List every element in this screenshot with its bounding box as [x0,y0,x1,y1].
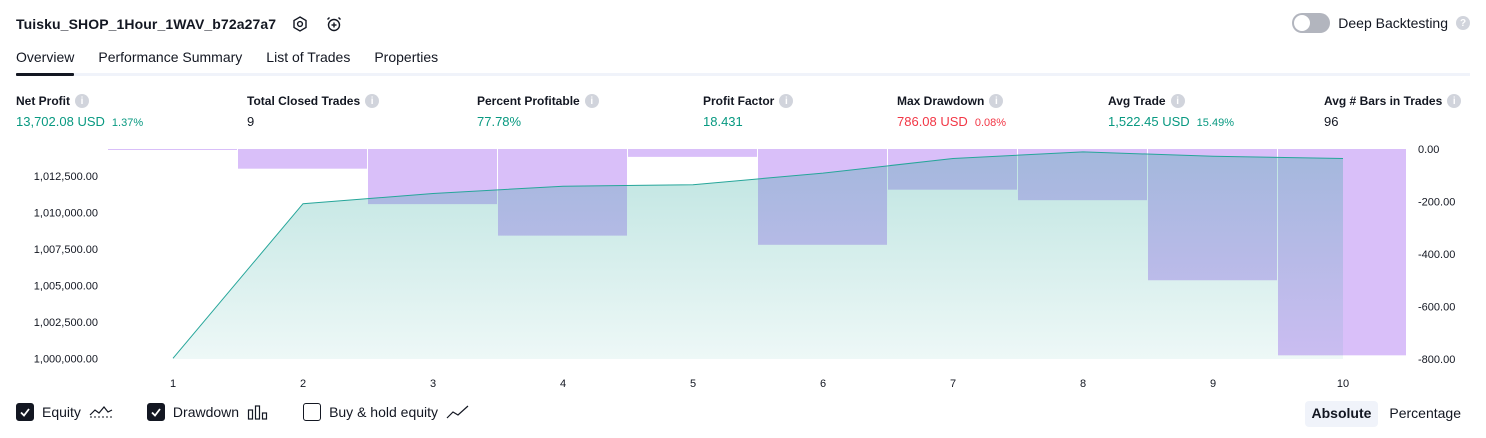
absolute-button[interactable]: Absolute [1304,401,1379,427]
info-icon[interactable]: i [989,94,1004,108]
metric-label: Percent Profitable [477,94,580,108]
metric-percent-profitable: Percent Profitable i 77.78% [477,93,599,129]
drawdown-bar [238,149,367,169]
x-axis-tick-label: 1 [170,378,176,390]
metric-value: 13,702.08 USD [16,114,105,129]
legend-label: Buy & hold equity [329,404,439,420]
info-icon[interactable]: i [365,94,380,108]
drawdown-bar [108,149,237,150]
metric-value: 786.08 USD [897,114,968,129]
info-icon[interactable]: i [1170,94,1185,108]
metric-total-closed-trades: Total Closed Trades i 9 [247,93,380,129]
metric-max-drawdown: Max Drawdown i 786.08 USD 0.08% [897,93,1006,129]
drawdown-checkbox[interactable] [146,403,165,421]
chart-legend: Equity Drawdown Buy & hold equity [16,403,504,421]
metric-percent: 15.49% [1196,117,1234,129]
right-axis-tick-label: -200.00 [1418,197,1455,209]
buy-hold-checkbox[interactable] [303,403,322,421]
deep-backtesting-label: Deep Backtesting [1338,15,1448,31]
x-axis: 1 2 3 4 5 6 7 8 9 10 [170,378,1349,390]
right-axis-tick-label: 0.00 [1418,144,1439,156]
left-axis-tick-label: 1,002,500.00 [34,317,98,329]
percentage-button[interactable]: Percentage [1389,405,1461,421]
x-axis-tick-label: 8 [1080,378,1086,390]
tab-performance-summary[interactable]: Performance Summary [98,49,243,65]
right-axis-tick-label: -800.00 [1418,354,1455,366]
metric-value: 18.431 [703,114,743,129]
info-icon[interactable]: i [584,94,599,108]
help-icon[interactable]: ? [1456,16,1470,30]
equity-checkbox[interactable] [16,403,34,421]
tab-list-of-trades[interactable]: List of Trades [266,49,351,65]
equity-area [173,151,1343,359]
strategy-title: Tuisku_SHOP_1Hour_1WAV_b72a27a7 [16,16,277,32]
metric-avg-trade: Avg Trade i 1,522.45 USD 15.49% [1108,93,1234,129]
x-axis-tick-label: 6 [820,378,826,390]
x-axis-tick-label: 7 [950,378,956,390]
x-axis-tick-label: 4 [560,378,566,390]
info-icon[interactable]: i [1447,94,1462,108]
right-axis-tick-label: -600.00 [1418,302,1455,314]
metric-avg-bars-in-trades: Avg # Bars in Trades i 96 [1324,93,1462,129]
equity-line-icon [89,403,113,421]
left-axis-tick-label: 1,007,500.00 [34,244,98,256]
metric-value: 9 [247,114,255,129]
left-axis-tick-label: 1,010,000.00 [34,207,98,219]
gear-icon[interactable] [290,14,310,34]
info-icon[interactable]: i [75,94,89,108]
metric-label: Profit Factor [703,94,775,108]
metric-label: Avg # Bars in Trades [1324,94,1443,108]
equity-line [172,151,1344,359]
strategy-header: Tuisku_SHOP_1Hour_1WAV_b72a27a7 [16,12,344,36]
deep-backtesting-toggle[interactable] [1292,13,1331,33]
alarm-clock-plus-icon[interactable] [324,14,344,34]
info-icon[interactable]: i [779,94,794,108]
metric-value: 77.78% [477,114,522,129]
metric-percent: 0.08% [974,117,1007,129]
metric-label: Max Drawdown [897,94,985,108]
metric-label: Net Profit [16,94,70,108]
deep-backtesting: Deep Backtesting ? [1292,13,1470,33]
left-axis-tick-label: 1,005,000.00 [34,280,98,292]
metric-profit-factor: Profit Factor i 18.431 [703,93,794,129]
right-axis-tick-label: -400.00 [1418,249,1455,261]
drawdown-bar [628,149,757,157]
tab-properties[interactable]: Properties [374,49,439,65]
tab-overview[interactable]: Overview [16,44,75,76]
legend-label: Drawdown [172,404,240,420]
metric-value: 96 [1324,114,1339,129]
legend-label: Equity [42,404,81,420]
metric-value: 1,522.45 USD [1108,114,1190,129]
metric-label: Total Closed Trades [247,94,361,108]
right-axis: 0.00 -200.00 -400.00 -600.00 -800.00 [1418,144,1455,366]
legend-buy-hold-equity[interactable]: Buy & hold equity [303,403,470,421]
x-axis-tick-label: 3 [430,378,436,390]
x-axis-tick-label: 10 [1337,378,1349,390]
x-axis-tick-label: 9 [1210,378,1216,390]
left-axis-tick-label: 1,012,500.00 [34,171,98,183]
legend-drawdown[interactable]: Drawdown [146,403,269,421]
drawdown-bars-icon [247,403,269,421]
metric-label: Avg Trade [1108,94,1166,108]
equity-drawdown-chart[interactable]: 1,000,000.00 1,002,500.00 1,005,000.00 1,00… [0,140,1486,395]
metrics-row: Net Profit i 13,702.08 USD 1.37% Total Clo… [16,93,1470,133]
left-axis: 1,000,000.00 1,002,500.00 1,005,000.00 1,00… [34,171,98,365]
x-axis-tick-label: 5 [690,378,696,390]
buy-hold-line-icon [446,403,470,421]
legend-equity[interactable]: Equity [16,403,113,421]
left-axis-tick-label: 1,000,000.00 [34,353,98,365]
metric-percent: 1.37% [111,117,144,129]
x-axis-tick-label: 2 [300,378,306,390]
report-tabs: Overview Performance Summary List of Tra… [16,44,1470,76]
value-mode-switch: Absolute Percentage [1304,401,1469,427]
metric-net-profit: Net Profit i 13,702.08 USD 1.37% [16,93,143,129]
